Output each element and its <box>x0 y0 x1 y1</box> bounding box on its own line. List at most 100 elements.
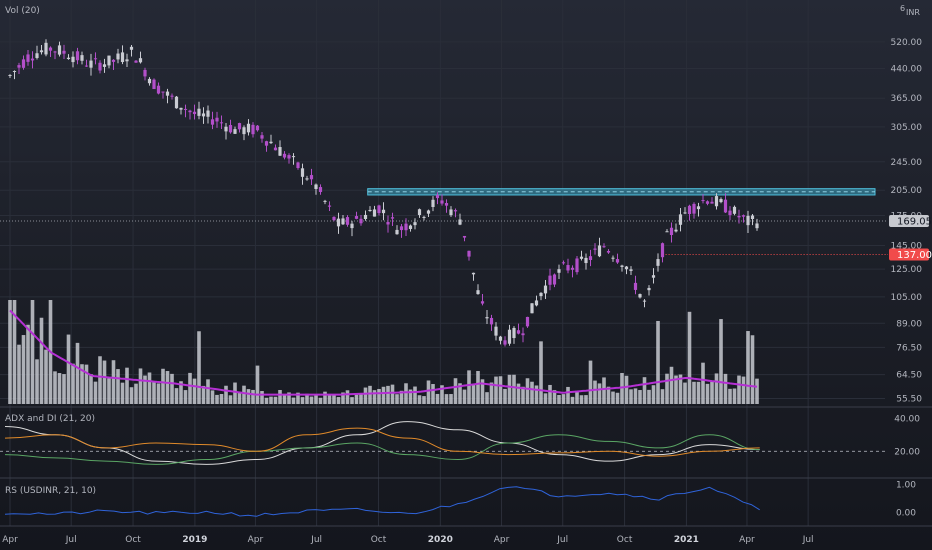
volume-bar <box>39 317 44 404</box>
adx-indicator-label[interactable]: ADX and DI (21, 20) <box>5 414 95 424</box>
volume-bar <box>494 376 498 404</box>
candle-body <box>138 58 143 63</box>
candle-body <box>269 141 273 144</box>
candle-body <box>314 184 318 189</box>
volume-bar <box>309 396 314 404</box>
volume-bar <box>449 394 453 404</box>
volume-bar <box>633 388 638 404</box>
volume-bar <box>746 331 750 404</box>
rs-indicator-label[interactable]: RS (USDINR, 21, 10) <box>5 486 97 496</box>
volume-bar <box>611 391 615 404</box>
volume-bar <box>305 393 309 404</box>
volume-bar <box>737 375 741 404</box>
volume-bar <box>107 378 111 404</box>
volume-bar <box>62 374 66 404</box>
candle-body <box>300 168 305 177</box>
candle-body <box>534 300 539 306</box>
candle-body <box>107 55 111 66</box>
volume-bar <box>165 371 170 404</box>
volume-bar <box>251 389 255 404</box>
volume-bar <box>8 300 12 404</box>
candle-body <box>291 156 296 158</box>
volume-bar <box>440 385 444 404</box>
candle-body <box>651 275 656 278</box>
candle-body <box>305 178 309 180</box>
volume-bar <box>620 372 624 404</box>
rs-tick-label: 1.00 <box>896 480 916 490</box>
stop-price-badge-label: 137.00 <box>897 250 932 261</box>
volume-bar <box>476 371 480 404</box>
volume-bar <box>624 375 629 404</box>
time-tick-label: Oct <box>125 535 141 545</box>
volume-bar <box>521 386 525 404</box>
candle-body <box>12 71 17 73</box>
volume-bar <box>314 395 318 404</box>
volume-indicator-label[interactable]: Vol (20) <box>5 6 40 16</box>
candle-body <box>183 108 188 110</box>
candle-body <box>530 303 534 314</box>
volume-bar <box>552 390 557 404</box>
time-tick-label: Oct <box>617 535 633 545</box>
candle-body <box>633 282 638 290</box>
volume-bar <box>161 368 165 404</box>
volume-bar <box>143 375 147 404</box>
candle-body <box>669 227 674 235</box>
candle-body <box>341 218 345 225</box>
volume-bar <box>377 388 381 404</box>
volume-bar <box>453 378 458 404</box>
candle-body <box>404 223 408 231</box>
candle-body <box>638 294 642 298</box>
candle-body <box>62 50 66 54</box>
candle-body <box>35 53 39 58</box>
candle-body <box>624 266 629 270</box>
candle-body <box>498 336 503 341</box>
volume-bar <box>660 389 665 404</box>
volume-bar <box>656 320 660 404</box>
price-tick-label: 305.00 <box>891 123 923 133</box>
candle-body <box>102 64 107 67</box>
candle-body <box>219 122 224 124</box>
candle-body <box>228 125 233 133</box>
candle-body <box>309 175 314 180</box>
candle-body <box>8 74 12 77</box>
volume-bar <box>201 385 206 404</box>
candle-body <box>237 123 242 130</box>
volume-bar <box>152 381 156 404</box>
volume-bar <box>413 386 417 404</box>
volume-bar <box>291 397 296 404</box>
candle-body <box>593 248 597 250</box>
candle-body <box>260 135 264 139</box>
candle-body <box>755 223 759 229</box>
volume-bar <box>354 394 359 404</box>
candle-body <box>318 187 323 192</box>
volume-bar <box>395 394 399 404</box>
candle-body <box>93 58 98 60</box>
volume-bar <box>566 386 570 404</box>
candle-body <box>741 215 746 217</box>
candle-body <box>296 162 300 169</box>
candle-body <box>399 226 404 231</box>
candle-body <box>732 206 737 214</box>
volume-bar <box>134 383 138 404</box>
candle-body <box>467 250 471 257</box>
candle-body <box>48 47 53 51</box>
candle-body <box>728 210 732 216</box>
price-tick-label: 89.00 <box>896 319 922 329</box>
volume-bar <box>710 381 714 404</box>
volume-bar <box>332 394 336 404</box>
volume-bar <box>597 383 602 404</box>
volume-bar <box>17 344 21 404</box>
time-axis[interactable]: Apr Jul Oct 2019 Apr Jul Oct 2020 Apr Jul Oct 2021 A… <box>2 535 813 545</box>
candle-body <box>660 243 665 258</box>
volume-bar <box>705 383 710 404</box>
candle-body <box>30 58 35 61</box>
candle-body <box>606 250 611 253</box>
candle-body <box>327 205 332 207</box>
adx-series-line <box>4 427 760 457</box>
candle-body <box>170 95 174 97</box>
candle-body <box>386 222 390 225</box>
candle-body <box>692 203 696 214</box>
volume-bar <box>615 392 620 404</box>
candle-body <box>435 195 440 199</box>
candle-body <box>381 209 386 214</box>
